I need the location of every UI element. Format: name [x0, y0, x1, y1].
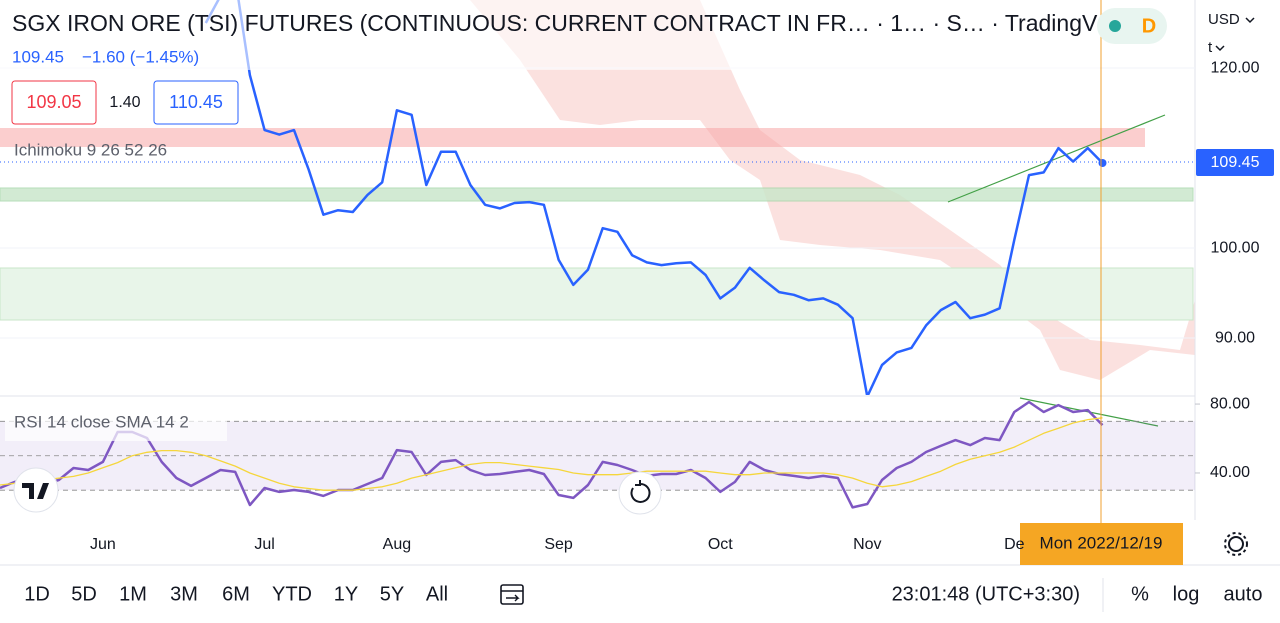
ask: 110.45	[169, 92, 223, 112]
support-zone	[0, 187, 1194, 202]
trend-line	[947, 114, 1166, 203]
bid: 109.05	[26, 92, 81, 112]
x-tick-label: De	[1004, 536, 1025, 553]
x-tick-label: Sep	[544, 536, 573, 553]
currency[interactable]: USD	[1208, 11, 1240, 28]
unit[interactable]: t	[1208, 39, 1213, 56]
range-button[interactable]: 3M	[170, 583, 198, 605]
crosshair-date: Mon 2022/12/19	[1040, 533, 1163, 552]
rsi-ma-line	[0, 417, 1103, 491]
range-buttons: 1D 5D 1M 3M 6M YTD 1Y 5Y All	[24, 583, 448, 605]
range-button[interactable]: YTD	[272, 583, 312, 605]
y2-tick-label: 40.00	[1210, 464, 1250, 481]
status-pill[interactable]	[1097, 8, 1167, 44]
ask-box[interactable]	[153, 80, 239, 125]
range-button[interactable]: 6M	[222, 583, 250, 605]
range-button[interactable]: 1M	[119, 583, 147, 605]
range-button[interactable]: 5D	[71, 583, 97, 605]
clock: 23:01:48 (UTC+3:30)	[892, 583, 1080, 605]
y2-tick-label: 80.00	[1210, 395, 1250, 412]
range-button[interactable]: 1D	[24, 583, 50, 605]
badge: D	[1142, 15, 1156, 37]
crosshair-date-box	[1020, 523, 1183, 565]
calendar-icon[interactable]	[500, 584, 524, 605]
rsi-label-bg	[5, 409, 227, 441]
log-toggle[interactable]: log	[1173, 583, 1200, 605]
x-tick-label: Nov	[853, 536, 881, 553]
indicator-label: Ichimoku 9 26 52 26	[14, 140, 167, 159]
logo-mark	[22, 483, 49, 499]
range-button[interactable]: 1Y	[334, 583, 358, 605]
logo[interactable]	[13, 467, 59, 513]
support-zone	[0, 267, 1194, 321]
price-change: −1.60 (−1.45%)	[82, 47, 199, 66]
series	[0, 417, 1103, 491]
rsi-line	[0, 400, 1104, 509]
bid-box[interactable]	[11, 80, 97, 125]
x-tick-label: Jun	[90, 536, 116, 553]
x-tick-label: Aug	[383, 536, 411, 553]
series	[204, 0, 1104, 395]
last-price-box	[1196, 149, 1274, 176]
range-button[interactable]: All	[426, 583, 448, 605]
range-button[interactable]: 5Y	[380, 583, 404, 605]
chevron	[1215, 45, 1225, 52]
reset-button[interactable]	[618, 471, 662, 515]
market-dot	[1109, 20, 1121, 32]
price-line	[204, 0, 1104, 395]
series	[0, 400, 1104, 509]
last-price-tag: 109.45	[1211, 154, 1260, 171]
y-tick-label: 120.00	[1211, 59, 1260, 76]
header-bg	[0, 0, 1100, 70]
settings-icon[interactable]	[1224, 532, 1248, 556]
reset-icon	[630, 480, 651, 503]
resistance-zone	[0, 128, 1145, 147]
y-tick-label: 90.00	[1215, 329, 1255, 346]
x-tick-label: Jul	[254, 536, 274, 553]
rsi-label: RSI 14 close SMA 14 2	[14, 412, 189, 431]
spread: 1.40	[109, 94, 140, 111]
last-point	[1098, 158, 1107, 167]
chevron	[1245, 17, 1255, 24]
title: SGX IRON ORE (TSI) FUTURES (CONTINUOUS: …	[12, 10, 1120, 36]
auto-toggle[interactable]: auto	[1224, 583, 1263, 605]
x-tick-label: Oct	[708, 536, 733, 553]
percent-toggle[interactable]: %	[1131, 583, 1149, 605]
y-tick-label: 100.00	[1211, 239, 1260, 256]
last-price: 109.45	[12, 47, 64, 66]
